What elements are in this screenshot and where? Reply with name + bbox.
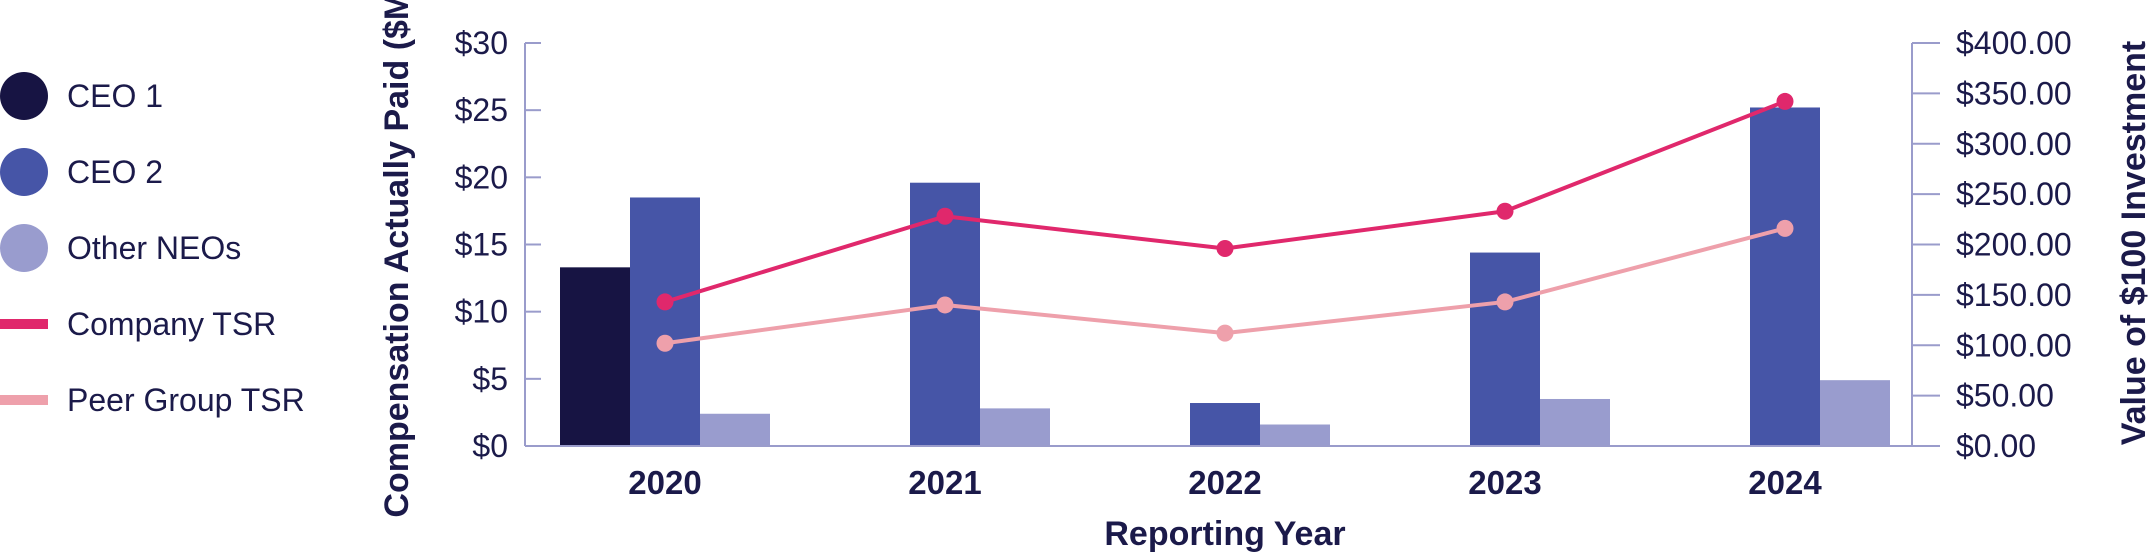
legend-label-other-neos: Other NEOs (67, 230, 241, 266)
legend-label-peer-group-tsr: Peer Group TSR (67, 382, 305, 418)
legend-line-company-tsr (0, 319, 48, 329)
y-tick-label: $20 (455, 159, 508, 195)
bar-ceo-1 (560, 267, 630, 446)
x-axis-title: Reporting Year (1104, 515, 1345, 553)
legend: CEO 1 CEO 2 Other NEOs Company TSR Peer Grou… (0, 72, 305, 418)
y-tick-label: $0 (472, 428, 508, 464)
y2-tick-label: $50.00 (1956, 378, 2054, 414)
x-tick-label: 2020 (628, 464, 701, 501)
point-company-tsr (1496, 202, 1514, 220)
y-tick-label: $25 (455, 92, 508, 128)
y2-tick-label: $350.00 (1956, 75, 2072, 111)
y-tick-label: $15 (455, 227, 508, 263)
x-tick-label: 2022 (1188, 464, 1261, 501)
point-company-tsr (936, 207, 954, 225)
y-axis-title: Compensation Actually Paid ($M) (378, 0, 416, 518)
bar-other-neos (1820, 380, 1890, 446)
y2-tick-label: $200.00 (1956, 227, 2072, 263)
point-peer-group-tsr (1496, 293, 1514, 311)
legend-line-peer-group-tsr (0, 395, 48, 405)
plot-area (560, 92, 1890, 446)
axes: $0 $5 $10 $15 $20 $25 $30 $0.00 $50.00 $100.00 $15… (455, 25, 2072, 501)
bar-ceo-2 (1750, 107, 1820, 446)
legend-swatch-ceo-1 (0, 72, 48, 120)
x-tick-label: 2024 (1748, 464, 1822, 501)
legend-label-ceo-2: CEO 2 (67, 154, 163, 190)
legend-label-ceo-1: CEO 1 (67, 78, 163, 114)
legend-swatch-other-neos (0, 224, 48, 272)
y2-tick-label: $100.00 (1956, 327, 2072, 363)
point-company-tsr (1216, 240, 1234, 258)
point-peer-group-tsr (1776, 219, 1794, 237)
legend-swatch-ceo-2 (0, 148, 48, 196)
y2-axis-title: Value of $100 Investment (2115, 41, 2153, 445)
y-tick-label: $5 (472, 361, 508, 397)
bar-other-neos (1260, 424, 1330, 446)
bar-other-neos (700, 413, 770, 446)
y-tick-label: $30 (455, 25, 508, 61)
point-peer-group-tsr (936, 296, 954, 314)
bar-ceo-2 (910, 182, 980, 446)
y-tick-label: $10 (455, 294, 508, 330)
bar-other-neos (980, 408, 1050, 446)
y2-tick-label: $400.00 (1956, 25, 2072, 61)
y2-tick-label: $300.00 (1956, 126, 2072, 162)
bar-other-neos (1540, 398, 1610, 446)
y2-tick-label: $150.00 (1956, 277, 2072, 313)
x-tick-label: 2021 (908, 464, 981, 501)
point-peer-group-tsr (656, 334, 674, 352)
bar-ceo-2 (1190, 403, 1260, 446)
point-peer-group-tsr (1216, 324, 1234, 342)
x-tick-label: 2023 (1468, 464, 1541, 501)
bar-ceo-2 (630, 197, 700, 446)
y2-tick-label: $0.00 (1956, 428, 2036, 464)
legend-label-company-tsr: Company TSR (67, 306, 276, 342)
bar-ceo-2 (1470, 252, 1540, 446)
point-company-tsr (656, 293, 674, 311)
y2-tick-label: $250.00 (1956, 176, 2072, 212)
point-company-tsr (1776, 92, 1794, 110)
